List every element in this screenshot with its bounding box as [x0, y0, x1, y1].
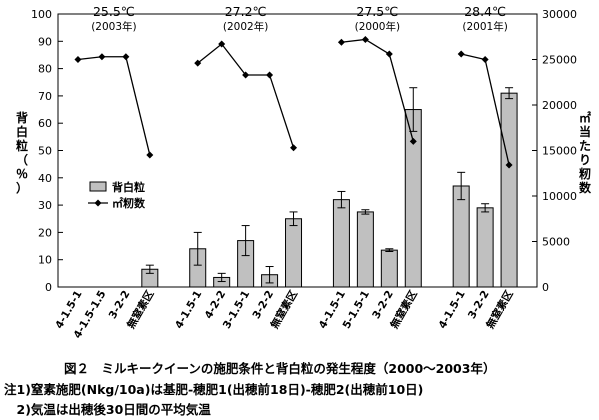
group-labels: 25.5℃ (2003年) 27.2℃ (2002年) 27.5℃ (2000年) 28.4… [91, 4, 508, 33]
left-axis-ticks: 0 10 20 30 40 50 60 70 80 90 100 [31, 8, 63, 294]
right-tick-label: 0 [542, 281, 549, 294]
right-tick-label: 20000 [542, 99, 577, 112]
bar-series [141, 92, 518, 288]
line-point [457, 50, 465, 58]
y-right-label-char: た [579, 139, 591, 153]
line-point [74, 56, 82, 63]
right-tick-label: 10000 [542, 190, 577, 203]
left-tick-label: 70 [38, 90, 52, 103]
line-series-segment [77, 56, 151, 156]
legend-line-label: ㎡籾数 [112, 196, 146, 210]
bar [452, 185, 470, 288]
right-axis-ticks: 0 5000 10000 15000 20000 25000 30000 [532, 8, 577, 294]
group-label: 27.2℃ (2002年) [223, 4, 268, 33]
y-right-label-char: 当 [579, 124, 591, 139]
line-point [242, 71, 250, 79]
x-tick-label: 4-1.5-1 [436, 289, 467, 331]
line-point [481, 56, 489, 63]
bar [332, 199, 350, 288]
x-tick-label: 3-2-2 [466, 289, 492, 322]
line-point [146, 151, 154, 159]
right-tick-label: 5000 [542, 236, 570, 249]
group-label-line: 27.2℃ [225, 4, 267, 19]
line-point [337, 38, 345, 46]
y-right-label-char: り [579, 153, 591, 167]
line-series-segment [341, 38, 414, 142]
figure-note-2: 2)気温は出穂後30日間の平均気温 [4, 402, 211, 417]
line-point [266, 71, 274, 79]
x-tick-label: 3-2-2 [370, 289, 396, 322]
x-tick-label: 3-2-2 [107, 289, 133, 322]
x-tick-label: 4-2-2 [203, 289, 229, 322]
bar [356, 211, 374, 288]
line-point [409, 137, 417, 145]
y-left-label-char: （ [16, 152, 28, 167]
line-point [361, 35, 369, 43]
legend-bar-label: 背白粒 [112, 180, 145, 194]
y-right-label-char: 数 [579, 180, 592, 195]
bar [285, 218, 303, 288]
left-tick-label: 20 [38, 226, 52, 239]
group-label-line: (2001年) [462, 20, 507, 33]
left-tick-label: 100 [31, 8, 52, 21]
line-point [290, 144, 298, 152]
group-label-line: 28.4℃ [464, 4, 506, 19]
left-tick-label: 30 [38, 199, 52, 212]
legend-bar-swatch [89, 181, 107, 192]
left-tick-label: 0 [45, 281, 52, 294]
left-tick-label: 80 [38, 63, 52, 76]
group-label-line: 27.5℃ [356, 4, 398, 19]
group-label-line: (2002年) [223, 20, 268, 33]
group-label-line: (2003年) [91, 20, 136, 33]
y-left-label-char: ） [16, 180, 28, 195]
figure-caption: 図２ ミルキークイーンの施肥条件と背白粒の発生程度（2000～2003年） [64, 361, 496, 376]
group-label: 28.4℃ (2001年) [462, 4, 507, 33]
left-tick-label: 10 [38, 254, 52, 267]
y-left-label-char: ％ [16, 167, 28, 181]
line-point [122, 53, 130, 61]
y-left-label-char: 背 [16, 110, 28, 125]
left-tick-label: 90 [38, 35, 52, 48]
x-tick-label: 3-2-2 [250, 289, 276, 322]
right-tick-label: 30000 [542, 8, 577, 21]
line-point [505, 161, 513, 169]
right-tick-label: 15000 [542, 145, 577, 158]
line-point [194, 59, 202, 67]
bar [500, 92, 518, 288]
left-tick-label: 60 [38, 117, 52, 130]
legend-line-marker [94, 199, 102, 207]
line-series [74, 35, 513, 169]
bar [380, 249, 398, 288]
left-tick-label: 40 [38, 172, 52, 185]
y-left-label-char: 白 [16, 124, 28, 139]
group-label-line: 25.5℃ [93, 4, 135, 19]
line-point [385, 50, 393, 58]
bar [404, 109, 422, 288]
bar [476, 207, 494, 288]
y-right-label-char: 籾 [579, 166, 591, 181]
line-point [98, 53, 106, 61]
x-tick-label: 4-1.5-1 [173, 289, 204, 331]
line-point [218, 40, 226, 48]
figure-note-1: 注1)窒素施肥(Nkg/10a)は基肥-穂肥1(出穂前18日)-穂肥2(出穂前1… [4, 382, 424, 397]
left-tick-label: 50 [38, 145, 52, 158]
group-label-line: (2000年) [355, 20, 400, 33]
chart-svg: 0 10 20 30 40 50 60 70 80 90 100 0 5000 10000 15000 20… [16, 4, 592, 341]
group-label: 27.5℃ (2000年) [355, 4, 400, 33]
line-series-segment [197, 43, 295, 148]
y-left-label-char: 粒 [16, 138, 28, 153]
group-label: 25.5℃ (2003年) [91, 4, 136, 33]
right-tick-label: 25000 [542, 54, 577, 67]
y-right-label-char: ㎡ [579, 110, 591, 125]
